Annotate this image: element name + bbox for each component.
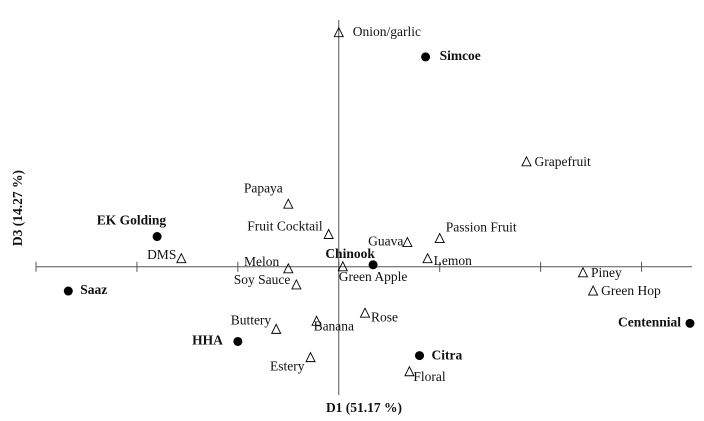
point-label: Chinook (325, 246, 375, 261)
point-label: Grapefruit (534, 154, 590, 169)
point-label: Piney (591, 265, 622, 280)
point-label: Estery (270, 359, 305, 374)
point (521, 155, 532, 167)
point (402, 236, 413, 248)
point-label: Passion Fruit (446, 220, 517, 235)
point-label: Green Apple (339, 269, 408, 284)
point-label: Simcoe (440, 48, 481, 63)
point (422, 252, 433, 264)
point-label: HHA (192, 333, 223, 348)
point (685, 318, 695, 328)
point (270, 323, 282, 334)
point (421, 52, 431, 62)
point-label: Citra (432, 348, 463, 363)
x-axis-label: D1 (51.17 %) (326, 400, 402, 415)
point (333, 26, 344, 38)
point-label: Buttery (231, 312, 272, 327)
point (311, 315, 322, 326)
point-label: Soy Sauce (234, 272, 291, 287)
point (368, 260, 378, 270)
point-label: Lemon (434, 253, 472, 268)
point (283, 198, 294, 209)
point-label: Saaz (80, 282, 107, 297)
point-label: Guava (368, 234, 403, 249)
point (291, 278, 302, 290)
point (587, 285, 599, 296)
point (404, 365, 415, 377)
point (323, 228, 334, 239)
point-label: Onion/garlic (353, 24, 421, 39)
point-label: DMS (147, 247, 176, 262)
point (176, 252, 187, 264)
point (63, 286, 73, 296)
point-label: Rose (371, 309, 398, 324)
point-label: Banana (314, 318, 354, 333)
point (337, 260, 349, 272)
point (415, 351, 425, 361)
point (359, 307, 371, 318)
point-label: Centennial (618, 314, 681, 329)
point-label: EK Golding (97, 213, 167, 228)
point (152, 232, 162, 242)
point (577, 266, 589, 278)
point (283, 262, 294, 274)
point-label: Papaya (244, 180, 283, 195)
point-label: Floral (413, 369, 445, 384)
point-label: Melon (244, 254, 279, 269)
point-label: Green Hop (601, 283, 661, 298)
point (434, 232, 445, 243)
y-axis-label: D3 (14.27 %) (10, 170, 25, 246)
point (233, 336, 243, 346)
point-label: Fruit Cocktail (247, 219, 323, 234)
point (305, 351, 316, 363)
